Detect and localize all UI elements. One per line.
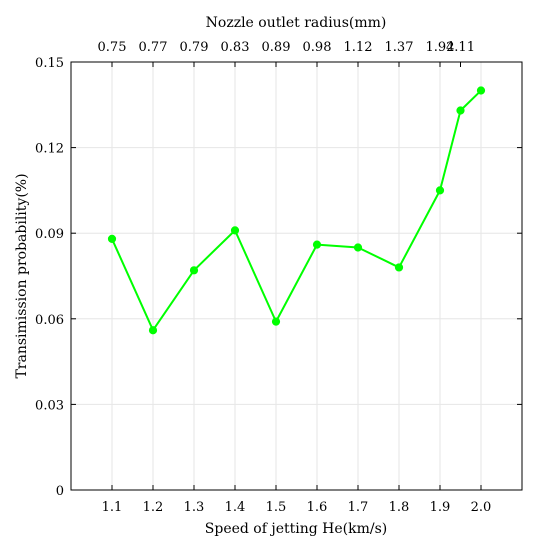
y-axis-title: Transimission probability(%) [14,173,30,378]
y-tick-label: 0.03 [35,398,64,413]
data-point [230,226,240,235]
top-x-tick-label: 0.75 [98,40,127,55]
x-tick-label: 1.8 [389,500,410,515]
data-point [271,317,281,326]
data-point [394,263,404,272]
top-x-axis-title: Nozzle outlet radius(mm) [206,15,387,31]
y-tick-label: 0.12 [35,142,64,157]
top-x-tick-label: 0.77 [139,40,168,55]
y-tick-label: 0.15 [35,56,64,71]
top-x-tick-label: 1.37 [385,40,414,55]
x-tick-label: 1.9 [430,500,451,515]
x-tick-label: 1.6 [307,500,328,515]
data-point [107,234,117,244]
top-x-tick-label: 1.92 [426,40,455,55]
tick-labels: 1.1 1.2 1.3 1.4 1.5 1.6 1.7 1.8 1.9 2.0 0 0.03 0.06 0… [35,40,491,515]
data-point [148,326,158,335]
top-x-tick-label: 0.98 [303,40,332,55]
y-tick-label: 0.09 [35,227,64,242]
top-x-tick-label: 0.83 [221,40,250,55]
axis-ticks [71,61,522,491]
data-point [312,240,322,249]
x-tick-label: 1.4 [225,500,246,515]
data-point [353,243,363,252]
x-tick-label: 1.5 [266,500,287,515]
y-tick-label: 0 [56,484,64,499]
x-tick-label: 1.1 [102,500,123,515]
top-x-tick-label: 1.12 [344,40,373,55]
x-tick-label: 1.7 [348,500,369,515]
x-tick-label: 1.2 [143,500,164,515]
x-axis-title: Speed of jetting He(km/s) [205,521,387,537]
plot-frame [70,61,523,491]
x-tick-label: 1.3 [184,500,205,515]
data-point [435,186,445,195]
y-tick-label: 0.06 [35,313,64,328]
data-point [456,106,465,115]
x-tick-label: 2.0 [471,500,492,515]
plot-background [71,62,522,490]
series [107,86,486,335]
top-x-tick-label: 4.11 [446,40,475,55]
top-x-tick-label: 0.79 [180,40,209,55]
top-x-tick-label: 0.89 [262,40,291,55]
data-point [476,86,486,95]
data-point [189,266,199,275]
